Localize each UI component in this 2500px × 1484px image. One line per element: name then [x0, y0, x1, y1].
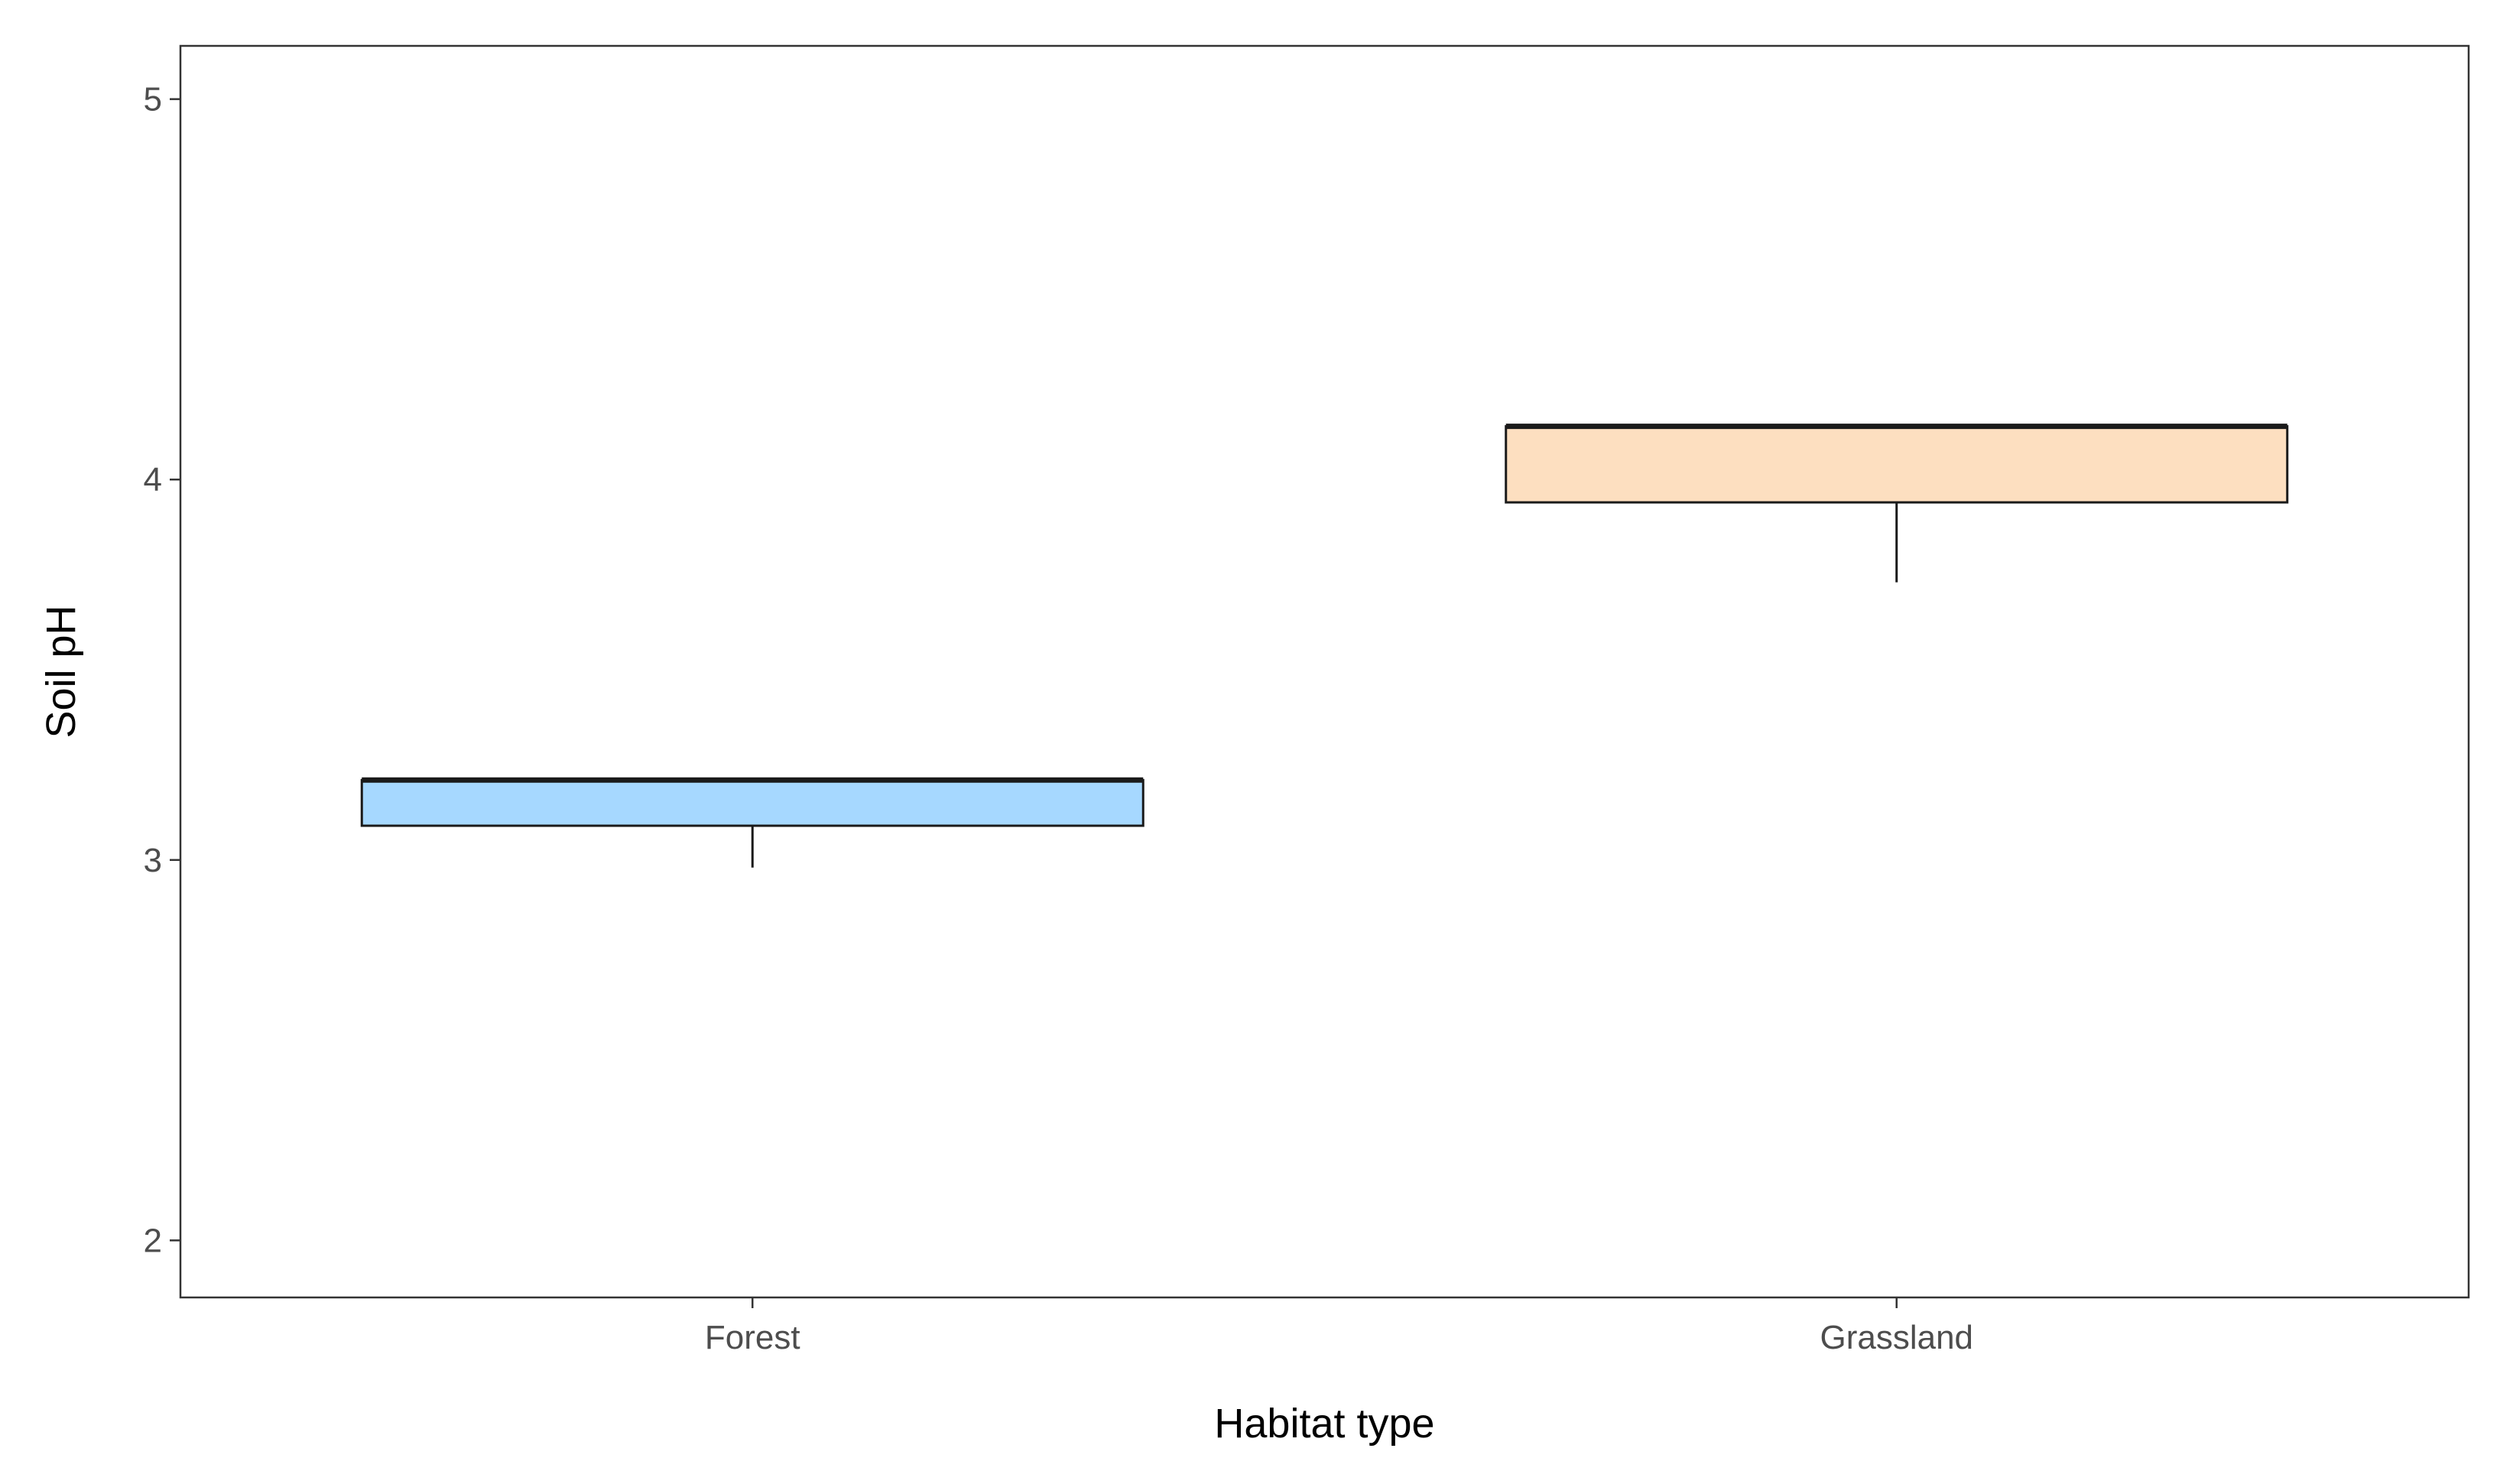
box-body — [360, 778, 1144, 827]
x-tick-label: Forest — [705, 1319, 800, 1356]
box-body — [1505, 425, 2289, 504]
y-tick-label: 5 — [144, 81, 162, 119]
x-axis-title: Habitat type — [1214, 1401, 1434, 1447]
y-tick-label: 2 — [144, 1222, 162, 1259]
box-forest — [360, 777, 1144, 868]
box-grassland — [1505, 424, 2289, 583]
y-axis-title: Soil pH — [38, 605, 84, 738]
x-tick-label: Grassland — [1820, 1319, 1973, 1356]
x-axis: Forest Grassland — [705, 1297, 1973, 1356]
plot-panel-border — [179, 44, 2470, 1299]
y-tick-label: 4 — [144, 461, 162, 498]
y-tick-label: 3 — [144, 842, 162, 879]
y-axis: 2 3 4 5 — [144, 81, 180, 1259]
plot-marks — [360, 424, 2289, 868]
